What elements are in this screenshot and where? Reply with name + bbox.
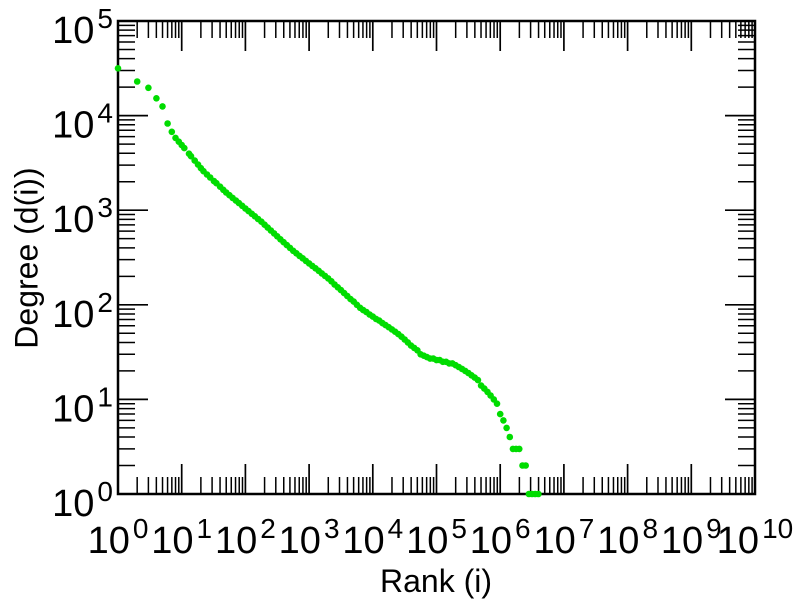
y-tick-label: 10 3: [52, 192, 113, 241]
tick-base: 10: [151, 520, 193, 562]
data-point: [535, 490, 542, 498]
data-point: [474, 376, 482, 384]
tick-base: 10: [597, 520, 639, 562]
x-tick-label: 10 7: [533, 513, 594, 562]
tick-exponent: 9: [706, 513, 722, 544]
tick-exponent: 1: [97, 381, 113, 412]
y-tick-label: 10 2: [52, 287, 113, 336]
tick-base: 10: [661, 520, 703, 562]
data-point: [159, 103, 166, 110]
data-point: [145, 84, 152, 92]
data-point: [493, 400, 501, 408]
tick-exponent: 10: [762, 513, 793, 544]
data-point: [114, 65, 122, 72]
tick-base: 10: [52, 105, 94, 147]
data-point: [500, 417, 507, 424]
x-tick-label: 10 10: [717, 513, 793, 562]
x-tick-label: 10 4: [342, 513, 403, 562]
tick-base: 10: [717, 520, 759, 562]
x-tick-label: 10 3: [279, 513, 340, 562]
data-point: [516, 445, 523, 453]
x-axis-title: Rank (i): [379, 563, 493, 599]
tick-exponent: 8: [642, 513, 658, 544]
tick-exponent: 2: [97, 287, 113, 318]
tick-exponent: 5: [451, 513, 467, 544]
tick-base: 10: [88, 520, 130, 562]
tick-exponent: 3: [97, 192, 113, 223]
tick-base: 10: [52, 199, 94, 241]
tick-exponent: 4: [388, 513, 404, 544]
y-axis-title: Degree (d(i)): [8, 167, 45, 349]
tick-exponent: 4: [97, 98, 113, 129]
y-tick-label: 10 5: [52, 3, 113, 52]
x-tick-label: 10 0: [88, 513, 149, 562]
y-tick-label: 10 4: [52, 98, 113, 147]
x-tick-label: 10 5: [406, 513, 467, 562]
data-point: [181, 144, 188, 152]
tick-exponent: 5: [97, 3, 113, 34]
tick-exponent: 1: [197, 513, 213, 544]
tick-base: 10: [470, 520, 512, 562]
data-point: [164, 120, 171, 127]
x-tick-label: 10 1: [151, 513, 212, 562]
x-tick-label: 10 9: [661, 513, 722, 562]
data-point: [503, 424, 510, 432]
y-tick-label: 10 1: [52, 381, 113, 430]
tick-exponent: 2: [260, 513, 276, 544]
tick-base: 10: [52, 10, 94, 52]
tick-exponent: 7: [579, 513, 595, 544]
tick-base: 10: [533, 520, 575, 562]
data-point: [496, 410, 504, 418]
x-tick-label: 10 2: [215, 513, 276, 562]
tick-base: 10: [279, 520, 321, 562]
data-point: [506, 433, 514, 441]
data-point: [153, 95, 160, 102]
tick-base: 10: [342, 520, 384, 562]
tick-base: 10: [52, 483, 94, 525]
x-tick-label: 10 6: [470, 513, 531, 562]
x-tick-label: 10 8: [597, 513, 658, 562]
tick-exponent: 3: [324, 513, 340, 544]
data-point: [187, 152, 195, 160]
tick-base: 10: [406, 520, 448, 562]
tick-base: 10: [52, 388, 94, 430]
plot-frame: [116, 19, 757, 496]
data-point: [168, 128, 176, 136]
tick-exponent: 0: [97, 476, 113, 507]
tick-base: 10: [52, 294, 94, 336]
data-point: [133, 78, 141, 85]
tick-exponent: 0: [133, 513, 149, 544]
tick-exponent: 6: [515, 513, 531, 544]
tick-base: 10: [215, 520, 257, 562]
y-tick-label: 10 0: [52, 476, 113, 525]
data-point: [522, 462, 529, 469]
